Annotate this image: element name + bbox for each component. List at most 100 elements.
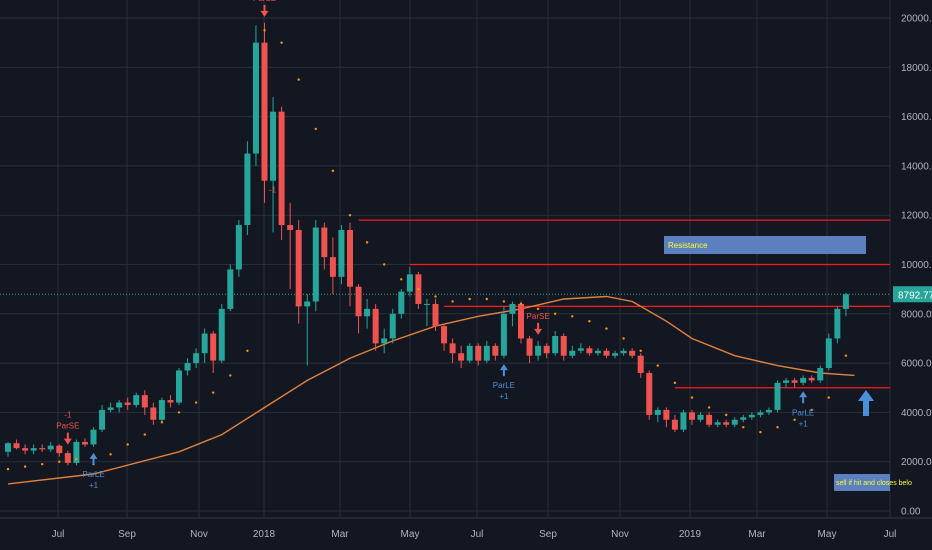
sar-dot — [502, 300, 506, 303]
candle-body — [689, 412, 695, 420]
candle-body — [133, 395, 140, 406]
candle-body — [158, 400, 165, 420]
y-tick-label: 6000.00 — [901, 359, 932, 370]
candle-body — [347, 229, 353, 287]
candle-body — [680, 412, 687, 430]
candle-body — [30, 448, 37, 451]
candle-body — [620, 350, 627, 354]
candle-body — [475, 345, 482, 361]
sar-dot — [23, 465, 27, 468]
y-tick-label: 16000.00 — [901, 112, 932, 123]
y-tick-label: 14000.00 — [901, 161, 932, 172]
candle-body — [423, 303, 430, 305]
candle-body — [706, 414, 713, 425]
sar-dot — [348, 214, 352, 217]
candle-body — [774, 382, 781, 410]
candle-body — [193, 353, 200, 364]
candle-body — [73, 441, 80, 463]
candle-body — [526, 338, 533, 356]
time-axis[interactable]: Jul Sep Nov 2018 Mar May Jul Sep Nov 2019 Mar May Ju… — [0, 517, 932, 540]
candle-body — [235, 225, 242, 270]
note-box — [834, 474, 890, 491]
long-signal-arrow — [799, 391, 808, 404]
candle-body — [5, 443, 11, 452]
candle-body — [355, 286, 362, 317]
candle-body — [594, 350, 601, 354]
ma-path — [7, 295, 855, 485]
sar-dot — [536, 307, 540, 311]
candle-body — [270, 111, 277, 181]
sar-dot — [314, 127, 317, 131]
price-axis[interactable]: 20000.00 18000.00 16000.00 14000.00 12000.00… — [893, 14, 932, 518]
candle-body — [107, 407, 114, 410]
long-signal-label: ParLE — [792, 408, 814, 417]
sar-dot — [194, 401, 198, 404]
sar-dot — [622, 337, 625, 340]
long-signal-label: +1 — [89, 481, 99, 490]
x-tick-label: Mar — [331, 529, 349, 540]
candle-body — [167, 400, 174, 403]
y-tick-label: 8000.00 — [901, 309, 932, 320]
sar-dot — [331, 169, 335, 173]
x-tick-label: Jul — [471, 529, 484, 540]
candle-body — [150, 407, 157, 420]
candle-body — [671, 419, 678, 430]
sar-dot — [177, 411, 181, 414]
candle-body — [637, 355, 644, 373]
candle-body — [64, 453, 71, 463]
sar-dot — [690, 396, 694, 399]
y-tick-label: 20000.00 — [901, 14, 932, 25]
long-signal-label: +1 — [499, 392, 509, 401]
candle-body — [757, 412, 764, 415]
up-arrow-icon — [858, 390, 874, 416]
candle-body — [842, 294, 849, 309]
short-signal-label: -1 — [64, 411, 72, 420]
sar-dot — [656, 364, 659, 367]
candle-body — [47, 445, 54, 450]
candle-body — [22, 448, 29, 451]
sar-dot — [41, 462, 44, 466]
candle-body — [800, 377, 807, 383]
candle-body — [252, 42, 259, 154]
sar-dot — [793, 418, 796, 421]
candle-body — [500, 313, 507, 356]
candle-body — [432, 303, 439, 327]
candle-body — [723, 422, 730, 425]
sar-dot — [383, 263, 386, 266]
x-tick-label: 2018 — [253, 529, 276, 540]
candle-body — [329, 257, 336, 277]
sar-dot — [673, 381, 677, 385]
candle-body — [817, 368, 824, 381]
candle-body — [552, 335, 559, 354]
sar-dot — [810, 408, 813, 412]
candle-body — [586, 348, 593, 354]
sar-dot — [212, 391, 215, 394]
sar-dot — [776, 425, 779, 429]
x-tick-label: May — [401, 529, 420, 540]
grid-lines — [0, 0, 891, 518]
x-tick-label: Nov — [190, 529, 208, 540]
candle-body — [287, 225, 294, 230]
candle-body — [569, 350, 576, 356]
sar-dot — [109, 453, 112, 456]
sar-dot — [160, 421, 164, 424]
sar-dot — [827, 396, 830, 399]
resistance-label: Resistance — [668, 241, 708, 250]
sar-dot — [297, 78, 300, 81]
candle-body — [543, 345, 550, 354]
candle-body — [210, 333, 217, 361]
candle-body — [629, 350, 636, 356]
candle-body — [261, 42, 268, 181]
sar-dot — [400, 278, 403, 281]
sar-dot — [485, 297, 488, 301]
candle-body — [825, 338, 832, 369]
x-tick-label: Nov — [611, 529, 629, 540]
candle-body — [441, 326, 448, 344]
candle-body — [808, 377, 815, 381]
candle-body — [39, 448, 46, 450]
candle-body — [176, 370, 182, 403]
candle-body — [603, 350, 610, 356]
note-label: sell if hit and closes belo — [836, 480, 912, 487]
